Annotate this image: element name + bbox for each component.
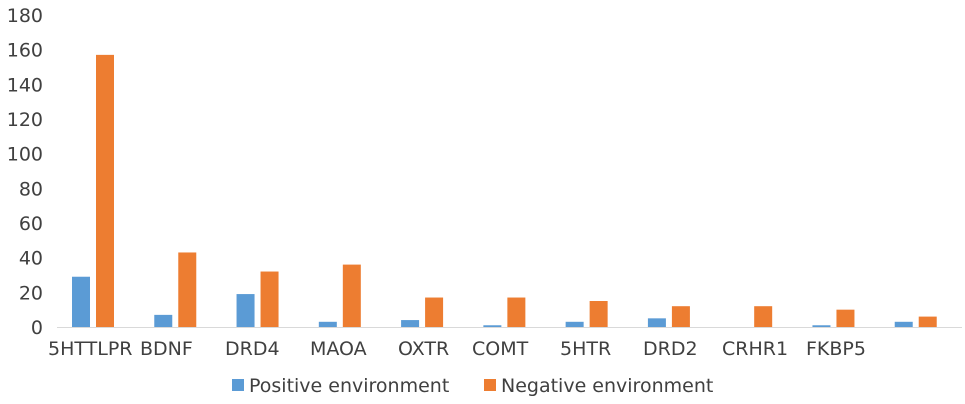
legend-label-positive: Positive environment <box>249 375 449 397</box>
bar-negative-3 <box>342 264 361 327</box>
x-tick-label: DRD2 <box>643 338 698 360</box>
y-tick-label: 60 <box>19 213 43 235</box>
bar-negative-6 <box>589 301 608 327</box>
bar-positive-4 <box>401 320 420 327</box>
bar-negative-7 <box>671 306 690 327</box>
y-tick-label: 40 <box>19 248 43 270</box>
y-tick-label: 120 <box>7 109 43 131</box>
legend-swatch-positive <box>232 379 244 391</box>
x-tick-label: 5HTR <box>560 338 611 360</box>
y-tick-label: 0 <box>31 317 43 339</box>
bar-negative-1 <box>178 252 197 327</box>
bar-positive-2 <box>236 294 255 327</box>
x-tick-label: COMT <box>472 338 529 360</box>
x-tick-label: 5HTTLPR <box>48 338 133 360</box>
bar-positive-9 <box>812 325 831 327</box>
bar-negative-4 <box>425 297 444 327</box>
bar-negative-8 <box>754 306 773 327</box>
bar-positive-10 <box>894 321 913 327</box>
x-tick-label: MAOA <box>310 338 367 360</box>
y-tick-label: 100 <box>7 144 43 166</box>
y-tick-label: 180 <box>7 5 43 27</box>
x-tick-label: CRHR1 <box>722 338 788 360</box>
bar-negative-9 <box>836 309 855 327</box>
x-tick-label: BDNF <box>140 338 193 360</box>
legend-swatch-negative <box>484 379 496 391</box>
bar-positive-0 <box>72 276 90 327</box>
x-tick-label: DRD4 <box>225 338 280 360</box>
bar-negative-2 <box>260 271 279 327</box>
bar-positive-1 <box>154 314 173 327</box>
x-tick-label: FKBP5 <box>806 338 866 360</box>
y-tick-label: 80 <box>19 178 43 200</box>
y-tick-label: 160 <box>7 40 43 62</box>
y-tick-label: 20 <box>19 282 43 304</box>
legend-label-negative: Negative environment <box>501 375 713 397</box>
bar-positive-7 <box>647 318 666 327</box>
bar-positive-5 <box>483 325 502 327</box>
bar-positive-6 <box>565 321 584 327</box>
bar-negative-0 <box>96 54 114 327</box>
bar-negative-10 <box>918 316 937 327</box>
x-tick-label: OXTR <box>398 338 449 360</box>
bar-negative-5 <box>507 297 526 327</box>
bar-positive-3 <box>318 321 337 327</box>
y-tick-label: 140 <box>7 74 43 96</box>
